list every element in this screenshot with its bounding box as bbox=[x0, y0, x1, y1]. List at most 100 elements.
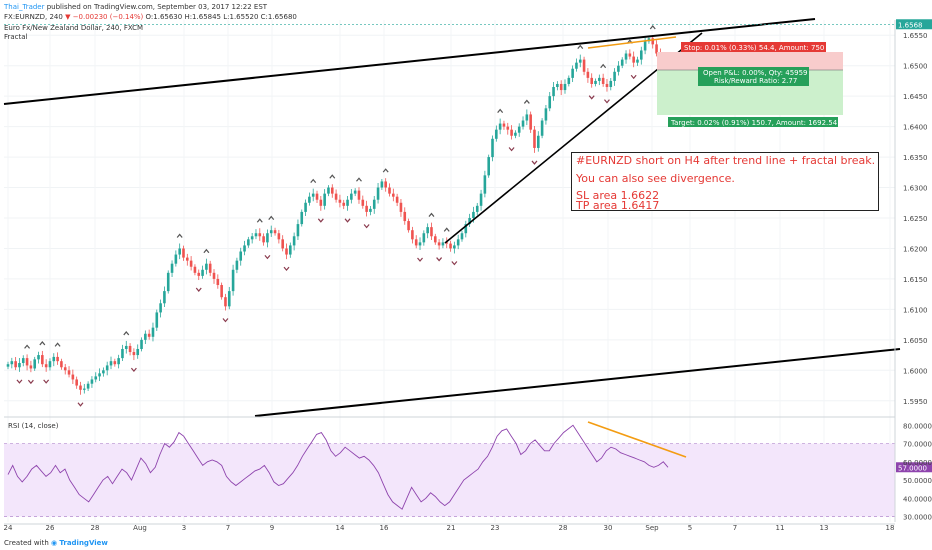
candle-up bbox=[136, 348, 140, 356]
candle-up bbox=[563, 83, 567, 91]
fractal-down-marker bbox=[436, 257, 443, 262]
fractal-up-marker bbox=[443, 227, 450, 232]
candle-down bbox=[586, 71, 590, 78]
candle-up bbox=[521, 120, 525, 127]
candle-down bbox=[601, 77, 605, 84]
fractal-up-marker bbox=[428, 212, 435, 217]
candle-down bbox=[449, 243, 452, 249]
fractal-up-marker bbox=[123, 331, 130, 336]
rsi-value-tag bbox=[896, 462, 932, 473]
footer-brand[interactable]: Created with ◉ TradingView bbox=[4, 539, 108, 547]
candle-up bbox=[289, 245, 292, 255]
candle-up bbox=[525, 114, 529, 121]
annotation-line-2: You can also see divergence. bbox=[576, 172, 735, 185]
time-tick-label: 23 bbox=[491, 524, 500, 532]
candle-down bbox=[186, 257, 189, 261]
instrument-label: Euro Fx/New Zealand Dollar, 240, FXCM bbox=[4, 24, 144, 32]
candle-up bbox=[250, 236, 254, 240]
candle-up bbox=[472, 211, 475, 218]
time-tick-label: 24 bbox=[4, 524, 13, 532]
candle-down bbox=[67, 370, 71, 375]
rsi-label: RSI (14, close) bbox=[8, 422, 59, 430]
candle-up bbox=[159, 303, 162, 313]
candle-down bbox=[411, 230, 414, 240]
fractal-down-marker bbox=[264, 254, 271, 260]
candle-up bbox=[323, 193, 326, 206]
candle-up bbox=[243, 245, 246, 252]
ohlc-text: O:1.65630 H:1.65845 L:1.65520 C:1.65680 bbox=[143, 13, 297, 21]
fractal-down-marker bbox=[16, 379, 23, 384]
candle-down bbox=[29, 365, 33, 369]
fractal-down-marker bbox=[451, 261, 458, 266]
candle-up bbox=[109, 361, 113, 366]
fractal-down-marker bbox=[77, 402, 84, 407]
tradingview-logo-icon: ◉ bbox=[51, 539, 58, 547]
candle-down bbox=[430, 227, 433, 237]
candle-up bbox=[475, 205, 479, 212]
candle-down bbox=[437, 242, 441, 246]
time-tick-label: 30 bbox=[604, 524, 613, 532]
candle-up bbox=[517, 126, 521, 133]
candle-up bbox=[117, 358, 120, 365]
candle-down bbox=[388, 187, 391, 194]
candle-up bbox=[201, 269, 204, 276]
candle-down bbox=[628, 53, 632, 57]
time-tick-label: 7 bbox=[733, 524, 737, 532]
candle-up bbox=[571, 68, 574, 78]
candle-up bbox=[83, 388, 86, 390]
current-price-value: 1.6568 bbox=[898, 21, 923, 29]
candle-up bbox=[346, 199, 349, 206]
username-link[interactable]: Thai_Trader bbox=[4, 3, 45, 11]
time-tick-label: Aug bbox=[133, 524, 147, 532]
candle-up bbox=[552, 87, 555, 97]
candle-up bbox=[48, 361, 52, 368]
stop-label-bg bbox=[681, 42, 826, 52]
fractal-up-marker bbox=[382, 168, 389, 173]
candle-down bbox=[75, 379, 78, 386]
candle-up bbox=[33, 359, 37, 369]
candle-up bbox=[102, 370, 105, 374]
annotation-box[interactable]: #EURNZD short on H4 after trend line + f… bbox=[571, 152, 879, 212]
candle-up bbox=[418, 242, 422, 246]
candle-up bbox=[495, 129, 498, 139]
candle-up bbox=[94, 376, 98, 380]
candle-down bbox=[63, 367, 67, 371]
candle-down bbox=[357, 190, 361, 200]
fractal-up-marker bbox=[24, 344, 31, 349]
candle-down bbox=[216, 278, 220, 286]
candle-up bbox=[464, 224, 468, 234]
candle-up bbox=[227, 291, 231, 307]
candle-down bbox=[113, 361, 117, 365]
candle-down bbox=[285, 248, 288, 255]
open-pl-label-bg bbox=[698, 67, 809, 86]
candle-up bbox=[548, 96, 552, 109]
candle-up bbox=[308, 196, 311, 203]
publish-info: Thai_Trader published on TradingView.com… bbox=[4, 3, 267, 11]
candle-down bbox=[407, 221, 410, 231]
candle-up bbox=[18, 362, 21, 368]
candle-down bbox=[44, 364, 48, 368]
footer: Created with ◉ TradingView bbox=[0, 537, 932, 550]
candle-up bbox=[304, 202, 307, 212]
rsi-line bbox=[7, 424, 669, 510]
down-arrow-icon: ▼ bbox=[65, 13, 71, 21]
current-price-tag bbox=[896, 19, 932, 30]
fractal-down-marker bbox=[603, 99, 610, 104]
candle-up bbox=[155, 312, 159, 328]
annotation-line-4: TP area 1.6417 bbox=[576, 199, 660, 212]
candle-down bbox=[632, 56, 635, 63]
candle-down bbox=[56, 356, 59, 362]
channel-lower-line bbox=[254, 348, 901, 417]
footer-created: Created with bbox=[4, 539, 49, 547]
time-tick-label: 5 bbox=[688, 524, 692, 532]
candle-down bbox=[220, 285, 223, 298]
candle-down bbox=[365, 205, 368, 212]
candle-down bbox=[361, 199, 365, 206]
candle-up bbox=[380, 181, 384, 188]
candle-down bbox=[258, 233, 262, 237]
candle-down bbox=[651, 38, 655, 45]
candle-down bbox=[533, 129, 536, 148]
candle-up bbox=[598, 77, 601, 81]
